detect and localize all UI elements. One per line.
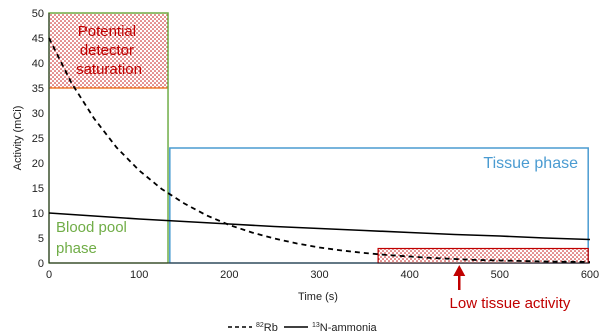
blood-pool-label: Blood pool phase xyxy=(56,219,131,257)
x-tick-label: 0 xyxy=(46,269,52,281)
x-tick-label: 200 xyxy=(220,269,238,281)
series-line-82rb xyxy=(48,37,591,263)
legend: 82Rb 13N-ammonia xyxy=(228,322,378,334)
y-tick-label: 30 xyxy=(32,108,44,120)
saturation-label: Potential detector saturation xyxy=(76,23,142,78)
x-tick-label: 600 xyxy=(581,269,599,281)
y-tick-label: 15 xyxy=(32,183,44,195)
y-tick-label: 0 xyxy=(38,258,44,270)
y-tick-label: 10 xyxy=(32,208,44,220)
y-tick-label: 25 xyxy=(32,133,44,145)
series-line-13n-ammonia xyxy=(48,212,591,241)
x-tick-label: 300 xyxy=(310,269,328,281)
low-tissue-arrow-head xyxy=(453,265,466,276)
low-tissue-label: Low tissue activity xyxy=(450,295,571,312)
legend-label-82rb: 82Rb xyxy=(256,322,278,334)
y-tick-label: 35 xyxy=(32,83,44,95)
saturation-region xyxy=(49,13,169,88)
y-tick-label: 45 xyxy=(32,33,44,45)
y-tick-label: 5 xyxy=(38,233,44,245)
y-tick-label: 20 xyxy=(32,158,44,170)
x-tick-label: 500 xyxy=(491,269,509,281)
x-tick-label: 100 xyxy=(130,269,148,281)
x-axis-title: Time (s) xyxy=(298,291,338,303)
x-tick-label: 400 xyxy=(400,269,418,281)
tissue-phase-label: Tissue phase xyxy=(483,155,578,172)
y-tick-label: 40 xyxy=(32,58,44,70)
legend-label-13n-ammonia: 13N-ammonia xyxy=(312,322,378,334)
y-tick-label: 50 xyxy=(32,8,44,20)
y-axis-title: Activity (mCi) xyxy=(12,106,24,171)
x-axis-ticks: 0 100 200 300 400 500 600 xyxy=(46,269,599,281)
y-axis-ticks: 0 5 10 15 20 25 30 35 40 45 50 xyxy=(32,8,44,270)
